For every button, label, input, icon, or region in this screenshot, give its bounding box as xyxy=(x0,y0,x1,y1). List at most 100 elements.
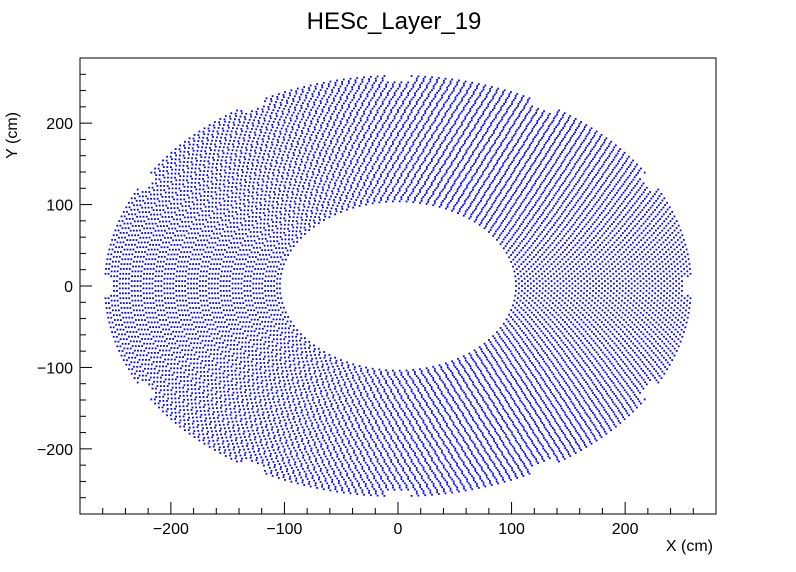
data-point xyxy=(495,230,497,233)
data-point xyxy=(365,379,367,382)
data-point xyxy=(276,287,278,290)
data-point xyxy=(198,326,200,328)
data-point xyxy=(412,188,415,191)
data-point xyxy=(235,367,238,370)
data-point xyxy=(573,299,576,302)
data-point xyxy=(541,388,544,391)
data-point xyxy=(469,389,472,392)
data-point xyxy=(532,216,534,219)
data-point xyxy=(455,391,458,394)
data-point xyxy=(222,244,225,246)
data-point xyxy=(516,406,519,408)
data-point xyxy=(371,165,374,168)
data-point xyxy=(595,282,597,285)
data-point xyxy=(432,145,435,148)
data-point xyxy=(586,307,589,309)
data-point xyxy=(237,246,240,249)
data-point xyxy=(261,287,263,290)
data-point xyxy=(464,381,467,384)
data-point xyxy=(462,365,464,368)
data-point xyxy=(495,174,498,176)
data-point xyxy=(569,219,572,222)
data-point xyxy=(582,248,585,251)
data-point xyxy=(512,336,515,339)
chart-title: HESc_Layer_19 xyxy=(307,8,482,35)
data-point xyxy=(249,339,252,341)
data-point xyxy=(195,237,197,239)
data-point xyxy=(220,311,223,314)
data-point xyxy=(290,409,292,412)
data-point xyxy=(417,377,420,379)
data-point xyxy=(510,362,513,365)
data-point xyxy=(505,411,508,414)
data-point xyxy=(236,352,239,355)
data-point xyxy=(219,208,222,211)
data-point xyxy=(489,420,491,423)
data-point xyxy=(481,219,483,222)
data-point xyxy=(583,344,586,347)
data-point xyxy=(432,414,435,416)
data-point xyxy=(324,414,326,417)
data-point xyxy=(307,363,310,366)
data-point xyxy=(314,354,316,356)
data-point xyxy=(492,213,495,215)
data-point xyxy=(504,183,507,186)
data-point xyxy=(475,362,477,365)
data-point xyxy=(285,200,288,202)
data-point xyxy=(335,402,338,404)
data-point xyxy=(200,299,202,302)
data-point xyxy=(279,211,282,213)
data-point xyxy=(299,199,302,202)
data-point xyxy=(214,241,217,244)
data-point xyxy=(477,355,480,358)
data-point xyxy=(604,307,607,309)
data-point xyxy=(547,260,549,263)
data-point xyxy=(224,235,227,237)
data-point xyxy=(490,388,493,390)
data-point xyxy=(454,144,457,147)
data-point xyxy=(326,175,328,178)
data-point xyxy=(368,373,371,376)
data-point xyxy=(231,215,234,217)
data-point xyxy=(499,203,502,205)
data-point xyxy=(550,275,552,278)
data-point xyxy=(259,168,261,171)
data-point xyxy=(273,265,275,268)
data-point xyxy=(338,202,340,204)
data-point xyxy=(558,297,561,300)
data-point xyxy=(273,280,275,282)
data-point xyxy=(317,366,319,369)
data-point xyxy=(249,280,252,282)
data-point xyxy=(591,311,594,314)
data-point xyxy=(526,275,529,278)
data-point xyxy=(516,219,519,221)
data-point xyxy=(348,418,350,421)
data-point xyxy=(553,224,555,227)
data-point xyxy=(468,352,471,355)
data-point xyxy=(495,339,497,342)
data-point xyxy=(414,371,416,373)
data-point xyxy=(376,182,379,185)
data-point xyxy=(356,137,359,140)
data-point xyxy=(251,220,254,222)
data-point xyxy=(469,365,472,367)
data-point xyxy=(501,210,504,212)
data-point xyxy=(240,287,243,290)
data-point xyxy=(511,205,514,208)
data-point xyxy=(479,405,481,407)
data-point xyxy=(462,377,465,380)
data-point xyxy=(539,205,542,208)
data-point xyxy=(278,327,280,330)
data-point xyxy=(434,394,437,396)
data-point xyxy=(305,213,308,215)
data-point xyxy=(419,426,421,429)
data-point xyxy=(560,230,563,233)
data-point xyxy=(559,354,562,357)
data-point xyxy=(356,435,359,437)
data-point xyxy=(271,204,274,207)
data-point xyxy=(228,215,230,217)
data-point xyxy=(518,287,520,290)
data-point xyxy=(561,299,564,302)
data-point xyxy=(496,331,498,334)
data-point xyxy=(564,272,567,275)
